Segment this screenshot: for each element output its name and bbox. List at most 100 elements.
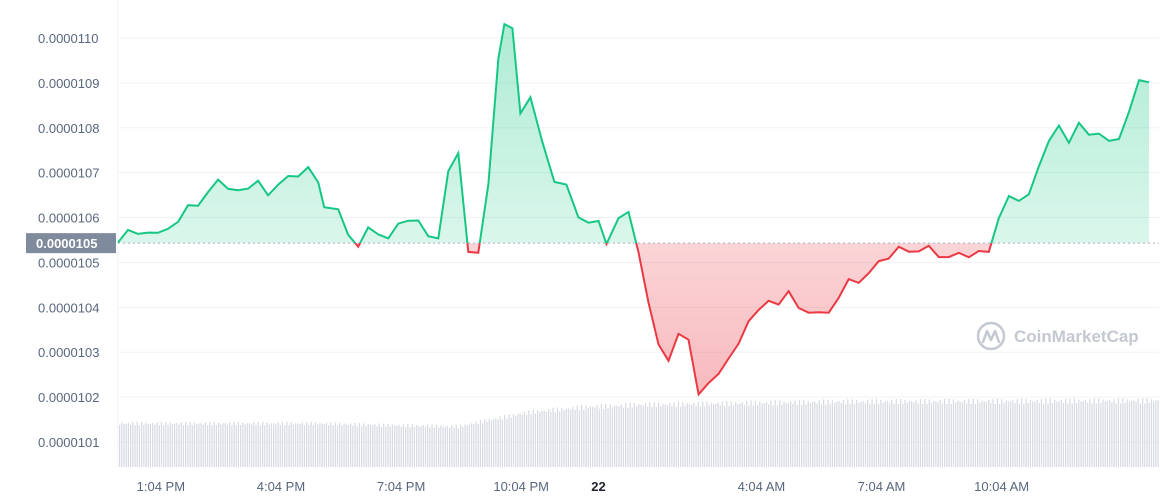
volume-bar [798, 399, 801, 467]
coinmarketcap-logo-icon [976, 321, 1006, 351]
volume-bar [517, 414, 519, 467]
volume-bar [279, 424, 281, 467]
volume-bar [490, 420, 493, 467]
volume-bar [603, 408, 605, 467]
volume-bar [389, 426, 391, 467]
y-tick-label: 0.0000102 [38, 390, 99, 405]
volume-bar [583, 409, 585, 467]
volume-bar [792, 403, 794, 467]
volume-bar [776, 405, 779, 467]
volume-bar [1038, 402, 1040, 467]
volume-bar [515, 415, 517, 467]
y-tick-label: 0.0000103 [38, 345, 99, 360]
volume-bar [750, 400, 752, 467]
volume-bar [785, 403, 787, 467]
volume-bar [1120, 403, 1122, 467]
volume-bar [237, 421, 240, 467]
volume-bar [653, 402, 655, 467]
volume-bar [684, 405, 686, 467]
volume-bar [497, 419, 499, 467]
volume-bar [255, 425, 257, 467]
volume-bar [156, 422, 158, 467]
volume-bar [717, 402, 719, 467]
volume-bar [981, 400, 983, 467]
volume-bar [737, 403, 739, 467]
volume-bar [796, 404, 798, 467]
volume-bar [193, 422, 196, 467]
volume-bar [435, 424, 438, 467]
volume-bar [917, 403, 919, 467]
volume-bar [543, 410, 545, 467]
volume-bar [836, 401, 838, 467]
volume-bar [325, 422, 328, 467]
volume-bar [464, 424, 466, 467]
volume-bar [292, 424, 295, 467]
volume-bar [820, 404, 823, 467]
volume-bar [574, 410, 576, 467]
volume-bar [856, 400, 858, 467]
volume-bar [396, 425, 398, 467]
volume-bar [873, 404, 875, 467]
volume-bar [207, 425, 209, 467]
volume-bar [218, 422, 220, 467]
volume-bar [550, 412, 552, 467]
volume-bar [1080, 401, 1082, 467]
volume-bar [198, 423, 200, 467]
volume-bar [627, 407, 629, 467]
volume-bar [1148, 402, 1150, 467]
volume-bar [416, 425, 418, 467]
volume-bar [961, 402, 963, 467]
volume-bar [966, 403, 968, 467]
volume-bar [926, 403, 928, 467]
volume-bar [990, 403, 992, 467]
volume-bar [818, 400, 820, 467]
volume-bar [482, 423, 484, 467]
volume-bar [944, 398, 946, 467]
volume-bar [1062, 402, 1065, 467]
volume-bar [922, 404, 924, 467]
volume-bar [440, 425, 442, 467]
volume-bar [638, 404, 640, 467]
volume-bar [812, 402, 814, 467]
volume-bar [594, 407, 596, 467]
volume-bar [994, 403, 996, 467]
volume-bar [372, 425, 374, 467]
volume-bar [563, 410, 565, 467]
volume-bar [889, 402, 891, 467]
volume-bar [735, 402, 737, 467]
volume-bar [567, 408, 570, 467]
volume-bar [1051, 402, 1054, 467]
volume-bar [607, 408, 609, 467]
volume-bar [867, 399, 869, 467]
volume-bar [933, 400, 935, 467]
volume-bar [127, 422, 130, 467]
volume-bar [1005, 400, 1007, 467]
volume-bar [554, 412, 556, 467]
volume-bar [277, 422, 279, 467]
volume-bar [1128, 401, 1131, 467]
volume-bar [215, 424, 218, 467]
volume-bar [145, 422, 147, 467]
volume-bar [149, 423, 152, 467]
volume-bar [616, 405, 618, 467]
x-tick-label: 10:04 PM [493, 479, 549, 494]
volume-bar [312, 425, 314, 467]
volume-bar [746, 401, 748, 467]
volume-bar [880, 399, 882, 467]
volume-bar [246, 423, 248, 467]
volume-bar [523, 411, 526, 467]
volume-bar [1047, 403, 1049, 467]
volume-bar [508, 414, 510, 467]
volume-bar [180, 422, 182, 467]
volume-bar [739, 403, 741, 467]
volume-bar [924, 398, 926, 467]
x-tick-label: 7:04 AM [858, 479, 906, 494]
volume-bar [794, 400, 796, 467]
volume-bar [869, 404, 871, 467]
volume-bar [814, 401, 816, 467]
volume-bar [526, 414, 528, 467]
volume-bar [631, 407, 633, 467]
volume-bar [1045, 398, 1047, 467]
volume-bars [119, 398, 1159, 467]
volume-bar [552, 407, 554, 467]
